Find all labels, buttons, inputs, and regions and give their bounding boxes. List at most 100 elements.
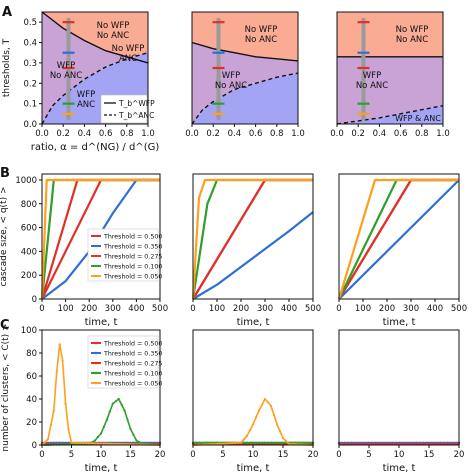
series-point xyxy=(73,441,76,444)
series-point xyxy=(245,441,249,444)
x-tick-label: 0 xyxy=(39,450,44,460)
series-point xyxy=(99,432,103,435)
series-point xyxy=(382,442,386,445)
series-point xyxy=(94,442,97,445)
x-tick-label: 20 xyxy=(454,450,465,460)
x-tick-label: 0.6 xyxy=(249,129,263,139)
series-point xyxy=(430,442,434,445)
series-point xyxy=(346,442,350,445)
plot-background xyxy=(193,174,313,299)
series-point xyxy=(239,441,243,444)
x-tick-label: 15 xyxy=(125,450,136,460)
legend-label-wfp: T_b^WFP xyxy=(118,99,155,108)
x-tick-label: 0.4 xyxy=(78,129,92,139)
series-point xyxy=(412,442,416,445)
y-axis-label: number of clusters, < C(t) > xyxy=(1,323,11,451)
series-point xyxy=(361,442,365,445)
series-line xyxy=(338,179,460,300)
y-tick-label: 40 xyxy=(26,395,37,405)
legend-label: Threshold = 0.275 xyxy=(103,254,162,261)
series-point xyxy=(278,430,282,433)
y-tick-label: 80 xyxy=(26,349,37,359)
series-point xyxy=(251,441,255,444)
series-point xyxy=(233,441,237,445)
series-point xyxy=(272,441,276,444)
x-tick-label: 500 xyxy=(305,304,321,314)
series-point xyxy=(415,442,419,445)
plot-frame xyxy=(41,173,161,300)
legend-marker xyxy=(94,341,98,345)
x-tick-label: 0 xyxy=(190,304,195,314)
x-tick-label: 0.6 xyxy=(99,129,113,139)
region-label: No ANC xyxy=(50,71,82,81)
x-tick-label: 1.0 xyxy=(436,129,450,139)
series-point xyxy=(281,437,285,440)
region-label: WFP xyxy=(57,61,75,71)
series-point xyxy=(111,442,114,445)
series-point xyxy=(436,442,440,445)
x-tick-label: 0.4 xyxy=(373,129,387,139)
series-point xyxy=(272,414,276,417)
series-point xyxy=(135,439,138,442)
x-tick-label: 0.8 xyxy=(120,129,134,139)
series-point xyxy=(421,442,425,445)
curve-t-wfp xyxy=(191,41,299,62)
series-point xyxy=(397,442,401,445)
series-point xyxy=(355,442,359,445)
x-tick-label: 300 xyxy=(105,304,121,314)
y-tick-label: 0.5 xyxy=(23,18,37,28)
series-point xyxy=(305,441,309,444)
x-tick-label: 300 xyxy=(257,304,273,314)
series-point xyxy=(117,442,120,445)
x-axis-label: ratio, α = d^(NG) / d^(G) xyxy=(31,142,160,153)
panel-letter-a: A xyxy=(2,5,12,20)
legend-label: Threshold = 0.100 xyxy=(103,264,162,271)
x-tick-label: 200 xyxy=(379,304,395,314)
legend-label: Threshold = 0.050 xyxy=(103,274,162,281)
series-point xyxy=(376,442,380,445)
cascade-plot-3: 0 100 200 300 400 500 time, t xyxy=(336,173,467,328)
x-tick-label: 5 xyxy=(220,450,225,460)
x-tick-label: 0 xyxy=(336,450,341,460)
series-point xyxy=(254,441,258,444)
series-point xyxy=(385,442,389,445)
x-axis-label: time, t xyxy=(85,463,118,474)
series-point xyxy=(358,442,362,445)
series-point xyxy=(302,441,306,444)
series-point xyxy=(403,442,407,445)
series-point xyxy=(123,409,126,412)
legend-label: Threshold = 0.050 xyxy=(103,381,162,388)
x-tick-label: 200 xyxy=(81,304,97,314)
region-label: No WFP xyxy=(97,21,130,31)
x-tick-label: 400 xyxy=(128,304,144,314)
series-point xyxy=(364,442,368,445)
series-point xyxy=(230,442,234,445)
x-tick-label: 1.0 xyxy=(141,129,155,139)
series-point xyxy=(200,441,204,444)
series-line xyxy=(192,211,314,300)
curve-t-anc xyxy=(191,72,299,125)
x-tick-label: 0.0 xyxy=(185,129,199,139)
x-tick-label: 400 xyxy=(427,304,443,314)
series-point xyxy=(70,441,73,444)
legend: Threshold = 0.500 Threshold = 0.350 Thresh… xyxy=(87,228,162,282)
x-tick-label: 0 xyxy=(190,450,195,460)
x-tick-label: 100 xyxy=(355,304,371,314)
cluster-plot-2: 0 5 10 15 20 time, t xyxy=(190,329,318,474)
series-point xyxy=(388,442,392,445)
series-point xyxy=(409,442,413,445)
series-point xyxy=(242,441,246,444)
x-tick-label: 300 xyxy=(403,304,419,314)
series-point xyxy=(218,442,222,445)
series-point xyxy=(114,400,117,403)
series-point xyxy=(266,401,270,404)
series-point xyxy=(206,441,210,444)
series-point xyxy=(379,442,383,445)
x-tick-label: 0.0 xyxy=(35,129,49,139)
phase-diagram-3: 0.0 0.2 0.4 0.6 0.8 1.0 xyxy=(330,11,450,139)
y-tick-label: 0.3 xyxy=(23,59,37,69)
series-point xyxy=(352,442,356,445)
region-label: WFP xyxy=(363,71,381,81)
series-point xyxy=(281,441,285,444)
series-point xyxy=(251,423,255,426)
